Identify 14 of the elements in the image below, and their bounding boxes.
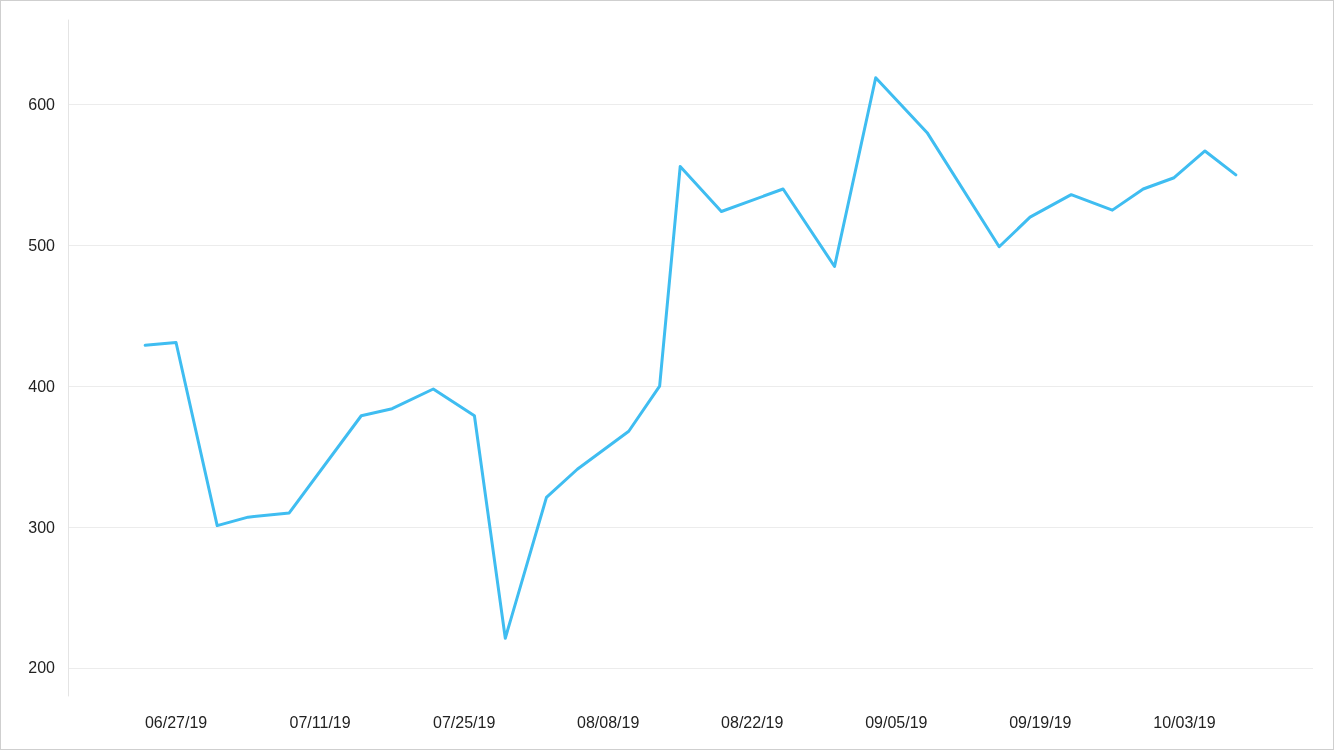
line-series [143, 76, 1238, 640]
x-tick-label: 08/22/19 [721, 713, 784, 731]
x-tick-label: 09/05/19 [865, 713, 928, 731]
x-tick-label: 09/19/19 [1009, 713, 1072, 731]
y-tick-label: 400 [28, 377, 56, 395]
x-tick-label: 10/03/19 [1153, 713, 1216, 731]
y-tick-label: 600 [28, 96, 56, 113]
y-tick-label: 300 [28, 518, 56, 536]
x-tick-label: 08/08/19 [577, 713, 640, 731]
x-tick-label: 07/25/19 [433, 713, 496, 731]
x-tick-label: 06/27/19 [144, 713, 208, 731]
x-tick-label: 07/11/19 [289, 713, 351, 731]
y-tick-label: 500 [28, 236, 56, 254]
y-tick-label: 200 [28, 659, 56, 677]
